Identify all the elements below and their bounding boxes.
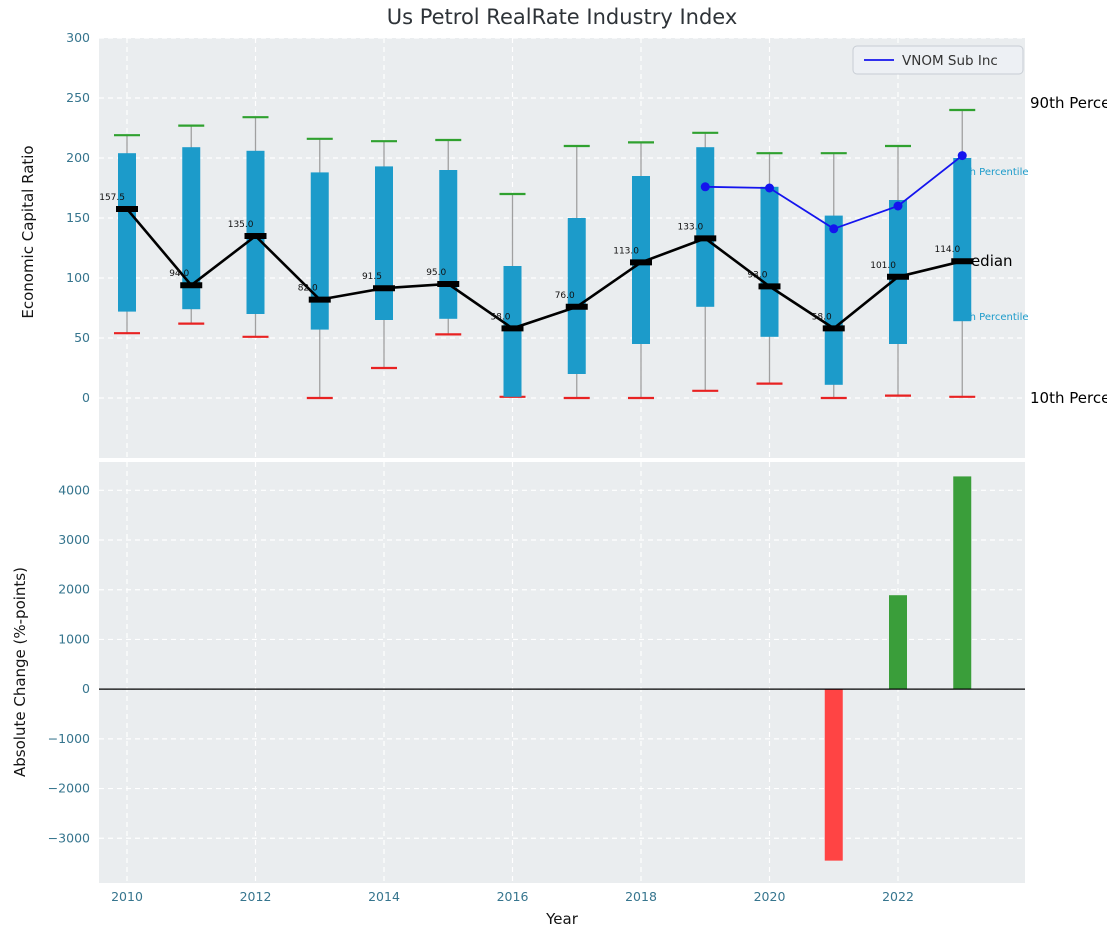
median-value-label: 101.0 [870,261,896,271]
median-value-label: 113.0 [613,246,639,256]
iqr-box [953,158,972,322]
bottom-y-tick-label: 1000 [58,631,90,646]
bottom-y-tick-label: 3000 [58,532,90,547]
x-tick-label: 2018 [625,889,657,904]
bottom-y-axis-label: Absolute Change (%-points) [11,567,29,777]
median-value-label: 58.0 [490,312,510,322]
percentile-annotation: Median [958,252,1013,270]
vnom-marker [765,183,774,193]
iqr-box [375,166,393,320]
iqr-box [889,200,907,344]
iqr-box [182,147,201,310]
iqr-box [246,150,265,314]
median-value-label: 95.0 [426,268,446,278]
top-y-tick-label: 300 [66,30,90,45]
median-value-label: 91.5 [362,272,382,282]
bottom-y-tick-label: −2000 [48,781,90,796]
x-axis-label: Year [546,910,578,928]
top-y-tick-label: 100 [66,270,90,285]
bottom-y-tick-label: 0 [82,681,90,696]
median-value-label: 133.0 [677,222,703,232]
legend-box [852,45,1024,75]
median-value-label: 58.0 [812,312,832,322]
bottom-plot-background [99,462,1025,883]
iqr-box [760,186,779,337]
top-y-tick-label: 150 [66,210,90,225]
top-y-tick-label: 50 [74,330,90,345]
percentile-annotation: 75th Percentile [953,167,1029,178]
x-tick-label: 2022 [882,889,914,904]
bottom-y-tick-label: −3000 [48,830,90,845]
x-tick-label: 2014 [368,889,400,904]
change-bar [824,689,843,861]
top-y-tick-label: 0 [82,390,90,405]
median-value-label: 114.0 [934,245,960,255]
median-value-label: 82.0 [298,284,318,294]
percentile-annotation: 10th Percentile [1030,389,1107,407]
bottom-y-tick-label: 4000 [58,482,90,497]
x-tick-label: 2020 [754,889,786,904]
iqr-box [118,153,136,312]
median-value-label: 94.0 [169,269,189,279]
iqr-box [824,215,843,385]
top-y-tick-label: 200 [66,150,90,165]
iqr-box [439,170,458,319]
percentile-annotation: 90th Percentile [1030,94,1107,112]
vnom-marker [829,224,839,234]
top-y-tick-label: 250 [66,90,90,105]
median-value-label: 135.0 [228,220,254,230]
percentile-annotation: 25th Percentile [953,312,1029,323]
change-bar [889,595,907,690]
median-value-label: 76.0 [555,291,575,301]
bottom-y-tick-label: −1000 [48,731,90,746]
x-tick-label: 2010 [111,889,143,904]
vnom-marker [893,201,903,211]
change-bar [953,476,972,690]
iqr-box [310,172,329,330]
median-value-label: 93.0 [747,270,767,280]
legend-label: VNOM Sub Inc [902,53,998,69]
median-line [126,208,963,331]
vnom-marker [700,182,710,192]
iqr-box [567,218,586,374]
vnom-marker [957,151,967,161]
median-value-label: 157.5 [99,193,125,203]
chart-title: Us Petrol RealRate Industry Index [386,5,738,29]
x-tick-label: 2016 [497,889,529,904]
top-y-axis-label: Economic Capital Ratio [19,145,37,319]
bottom-y-tick-label: 2000 [58,582,90,597]
x-tick-label: 2012 [240,889,272,904]
